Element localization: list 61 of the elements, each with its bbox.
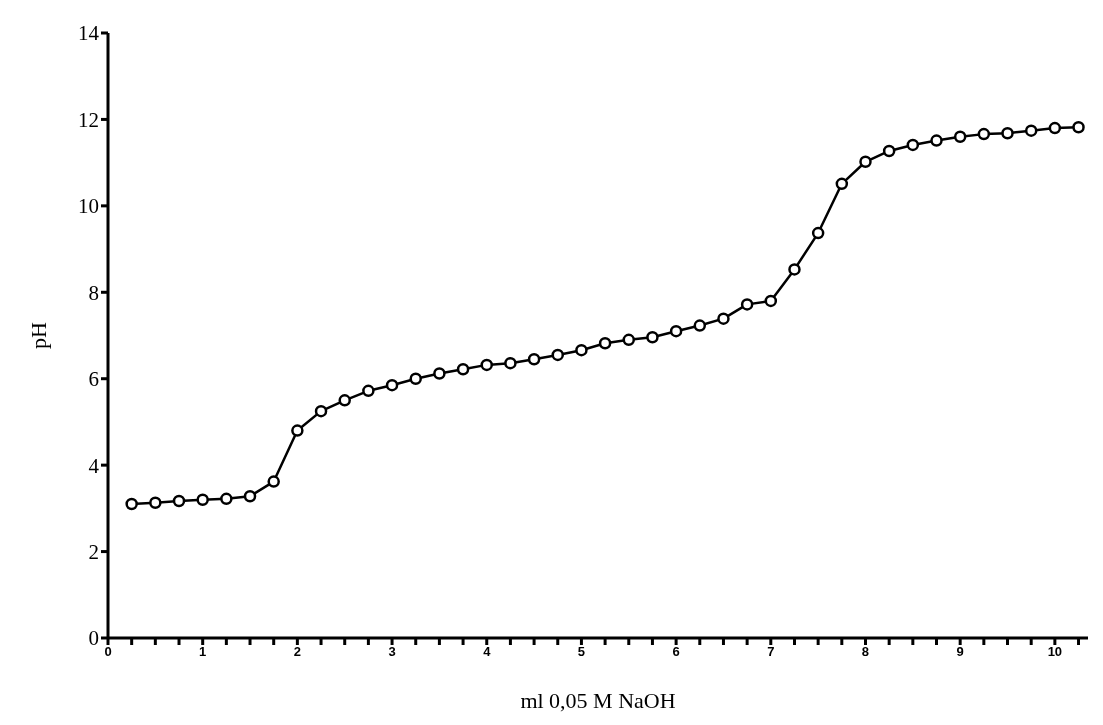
point [314,404,328,418]
point [788,263,801,276]
point [504,356,517,370]
point [764,294,778,308]
y-tick-label: 8 [88,280,99,305]
x-tick-label: 1 [199,644,207,660]
x-tick-label: 8 [861,644,870,660]
point [953,130,967,143]
point [811,226,825,240]
point [740,298,754,311]
point [930,134,943,147]
point [1024,124,1038,137]
point [1048,121,1062,135]
point [338,394,351,407]
y-tick-label: 4 [88,453,100,478]
y-axis-title: pH [25,321,51,349]
point [646,330,659,344]
point [456,362,470,376]
x-tick-label: 2 [293,644,301,660]
x-tick-label: 7 [767,644,775,660]
x-tick-label: 6 [672,644,680,660]
point [196,493,209,506]
x-tick-label: 10 [1047,644,1063,660]
point [172,494,186,508]
point [1001,127,1014,140]
point [125,497,138,511]
x-tick-label: 5 [577,644,586,660]
point [480,358,493,372]
point [1072,120,1085,134]
point [669,324,683,338]
point [362,384,375,398]
x-tick-label: 0 [104,644,112,660]
y-tick-label: 2 [88,540,99,565]
y-tick-label: 12 [78,107,99,132]
point [882,144,896,158]
point [575,343,588,357]
point [149,496,162,509]
point [243,490,257,503]
y-tick-label: 6 [88,367,99,392]
point [859,155,872,169]
y-tick-label: 14 [78,21,100,46]
point [717,312,730,325]
x-tick-label: 9 [956,644,964,660]
point [385,378,399,392]
point [433,367,446,380]
point [267,475,280,488]
point [906,138,920,152]
point [527,353,541,366]
y-tick-label: 10 [78,194,99,219]
x-tick-label: 3 [388,644,396,660]
point [598,337,612,350]
point [291,424,304,437]
point [551,348,565,362]
point [693,319,707,332]
point [220,492,233,506]
point [977,127,991,141]
point [622,333,636,347]
x-axis-title: ml 0,05 M NaOH [520,688,676,713]
point [409,372,422,385]
x-tick-label: 4 [483,644,492,660]
point [835,177,849,191]
